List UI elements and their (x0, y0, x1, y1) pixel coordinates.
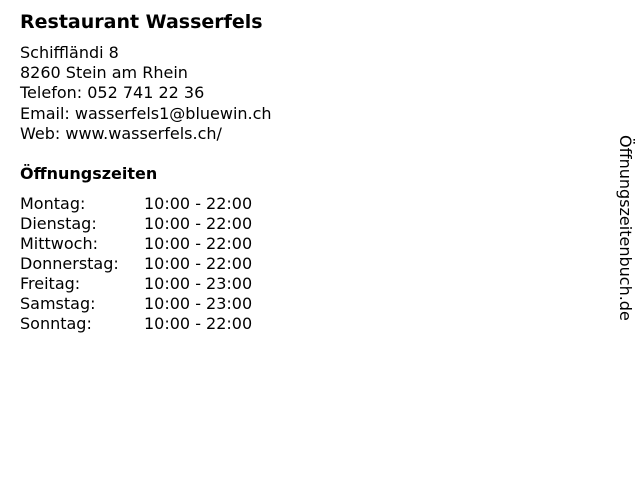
hours-table: Montag: 10:00 - 22:00 Dienstag: 10:00 - 22… (20, 194, 252, 334)
restaurant-name: Restaurant Wasserfels (20, 11, 263, 33)
time: 10:00 - 23:00 (144, 294, 253, 313)
phone: Telefon: 052 741 22 36 (20, 83, 205, 103)
time: 10:00 - 22:00 (144, 194, 253, 213)
day: Dienstag: (20, 214, 97, 233)
hours-row: Donnerstag: 10:00 - 22:00 (20, 254, 252, 274)
time: 10:00 - 23:00 (144, 274, 253, 293)
day: Sonntag: (20, 314, 92, 333)
day: Montag: (20, 194, 86, 213)
day: Freitag: (20, 274, 81, 293)
day: Samstag: (20, 294, 96, 313)
watermark-text: Öffnungszeitenbuch.de (616, 135, 635, 321)
website: Web: www.wasserfels.ch/ (20, 123, 222, 143)
time: 10:00 - 22:00 (144, 234, 253, 253)
contact-info: Schiffländi 8 8260 Stein am Rhein Telefo… (20, 43, 272, 144)
hours-row: Montag: 10:00 - 22:00 (20, 194, 252, 214)
time: 10:00 - 22:00 (144, 254, 253, 273)
hours-heading: Öffnungszeiten (20, 164, 158, 183)
hours-row: Samstag: 10:00 - 23:00 (20, 294, 252, 314)
hours-row: Sonntag: 10:00 - 22:00 (20, 314, 252, 334)
hours-row: Mittwoch: 10:00 - 22:00 (20, 234, 252, 254)
street: Schiffländi 8 (20, 43, 119, 62)
time: 10:00 - 22:00 (144, 214, 253, 233)
time: 10:00 - 22:00 (144, 314, 253, 333)
day: Donnerstag: (20, 254, 119, 273)
hours-row: Freitag: 10:00 - 23:00 (20, 274, 252, 294)
day: Mittwoch: (20, 234, 98, 253)
email: Email: wasserfels1@bluewin.ch (20, 103, 272, 123)
city: 8260 Stein am Rhein (20, 63, 188, 83)
hours-row: Dienstag: 10:00 - 22:00 (20, 214, 252, 234)
